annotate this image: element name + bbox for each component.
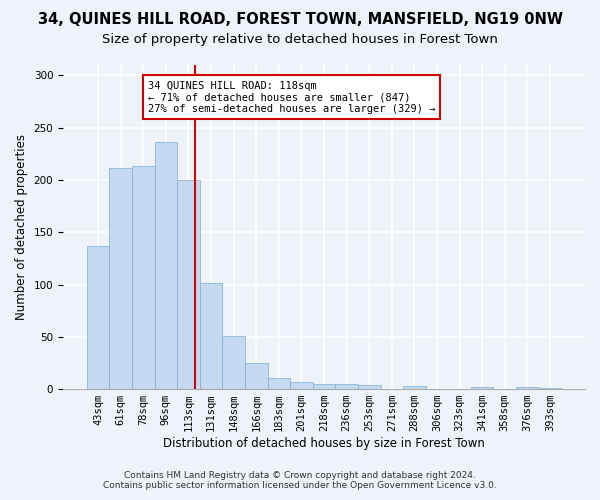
Bar bbox=[539, 388, 561, 389]
X-axis label: Distribution of detached houses by size in Forest Town: Distribution of detached houses by size … bbox=[163, 437, 485, 450]
Bar bbox=[335, 384, 358, 389]
Bar bbox=[200, 284, 223, 389]
Bar bbox=[358, 385, 380, 389]
Bar bbox=[290, 382, 313, 389]
Text: Contains HM Land Registry data © Crown copyright and database right 2024.
Contai: Contains HM Land Registry data © Crown c… bbox=[103, 470, 497, 490]
Bar bbox=[403, 386, 425, 389]
Bar bbox=[132, 166, 155, 389]
Text: Size of property relative to detached houses in Forest Town: Size of property relative to detached ho… bbox=[102, 32, 498, 46]
Bar bbox=[516, 387, 539, 389]
Bar bbox=[268, 378, 290, 389]
Bar bbox=[313, 384, 335, 389]
Bar bbox=[177, 180, 200, 389]
Y-axis label: Number of detached properties: Number of detached properties bbox=[15, 134, 28, 320]
Bar bbox=[223, 336, 245, 389]
Bar bbox=[87, 246, 109, 389]
Text: 34 QUINES HILL ROAD: 118sqm
← 71% of detached houses are smaller (847)
27% of se: 34 QUINES HILL ROAD: 118sqm ← 71% of det… bbox=[148, 80, 435, 114]
Text: 34, QUINES HILL ROAD, FOREST TOWN, MANSFIELD, NG19 0NW: 34, QUINES HILL ROAD, FOREST TOWN, MANSF… bbox=[37, 12, 563, 28]
Bar bbox=[155, 142, 177, 389]
Bar bbox=[245, 363, 268, 389]
Bar bbox=[109, 168, 132, 389]
Bar bbox=[471, 387, 493, 389]
